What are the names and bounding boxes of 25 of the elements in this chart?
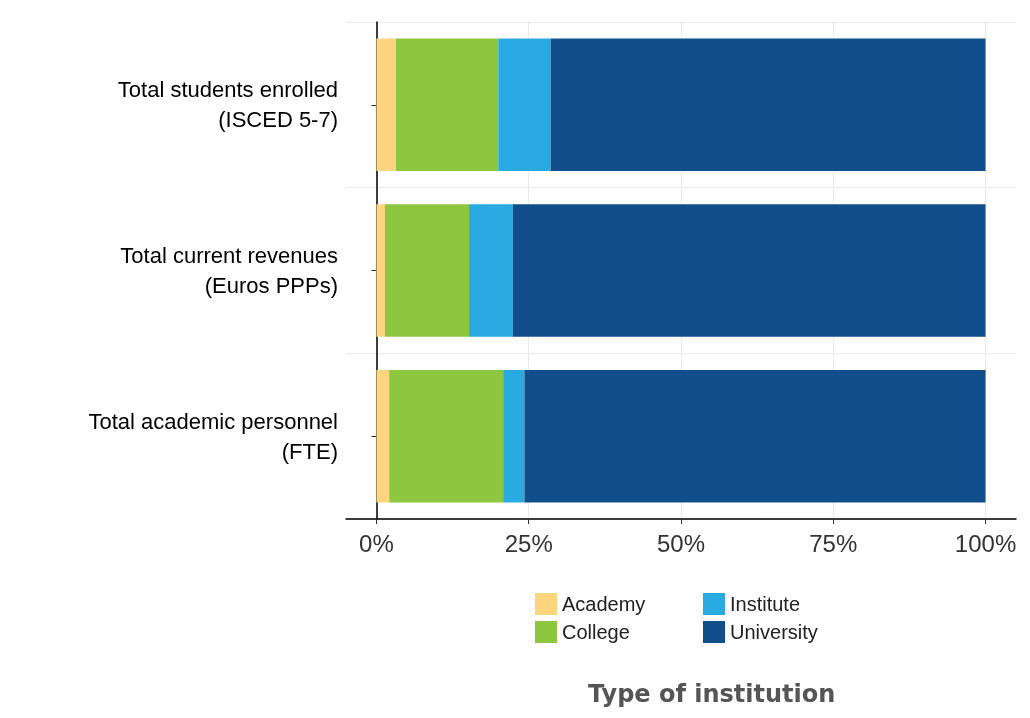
legend-label: College [562, 621, 630, 643]
x-tick-label: 100% [954, 529, 1017, 557]
y-tick-label: Total academic personnel (FTE) [88, 408, 338, 464]
legend-label: University [730, 621, 818, 643]
legend-label: Institute [730, 593, 801, 615]
x-tick-label: 0% [359, 529, 394, 557]
bar [498, 38, 551, 172]
x-tick-label: 75% [809, 529, 858, 557]
bar [503, 369, 525, 503]
bar [550, 38, 986, 172]
legend-title: Type of institution [588, 680, 836, 708]
y-tick-label: Total current revenues (Euros PPPs) [120, 243, 338, 298]
bar [376, 204, 385, 337]
x-tick-label: 50% [656, 529, 706, 557]
bar [524, 369, 986, 503]
y-tick-label: Total students enrolled (ISCED 5-7) [117, 77, 338, 133]
bar [395, 38, 499, 172]
bar [384, 204, 470, 337]
bar [512, 204, 986, 337]
x-tick-label: 25% [504, 529, 553, 557]
bar [389, 369, 504, 503]
bar [376, 38, 396, 172]
bar [376, 369, 390, 503]
legend-label: Academy [562, 593, 646, 615]
bar [469, 204, 513, 337]
